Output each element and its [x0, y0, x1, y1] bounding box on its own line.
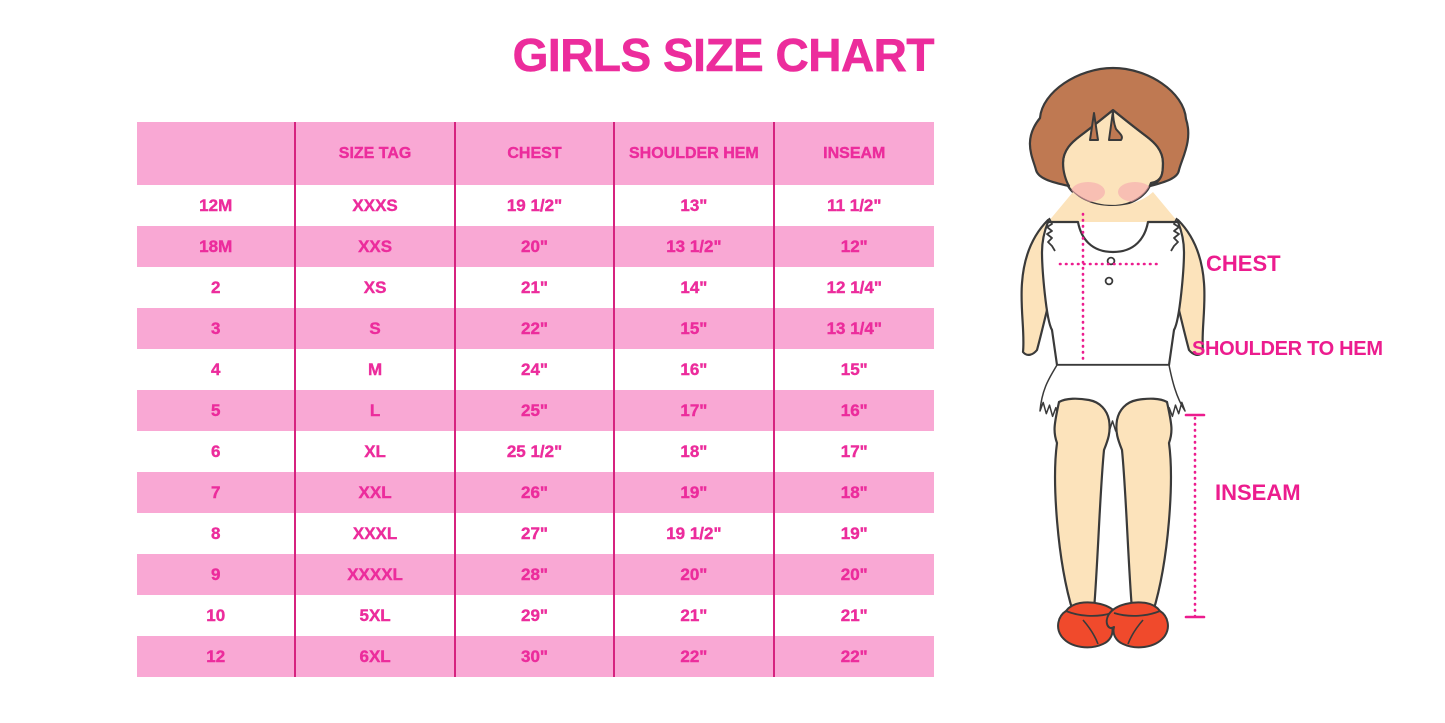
svg-text:INSEAM: INSEAM — [1215, 480, 1301, 505]
svg-text:SHOULDER TO HEM: SHOULDER TO HEM — [1192, 338, 1383, 360]
svg-text:CHEST: CHEST — [1206, 251, 1281, 276]
